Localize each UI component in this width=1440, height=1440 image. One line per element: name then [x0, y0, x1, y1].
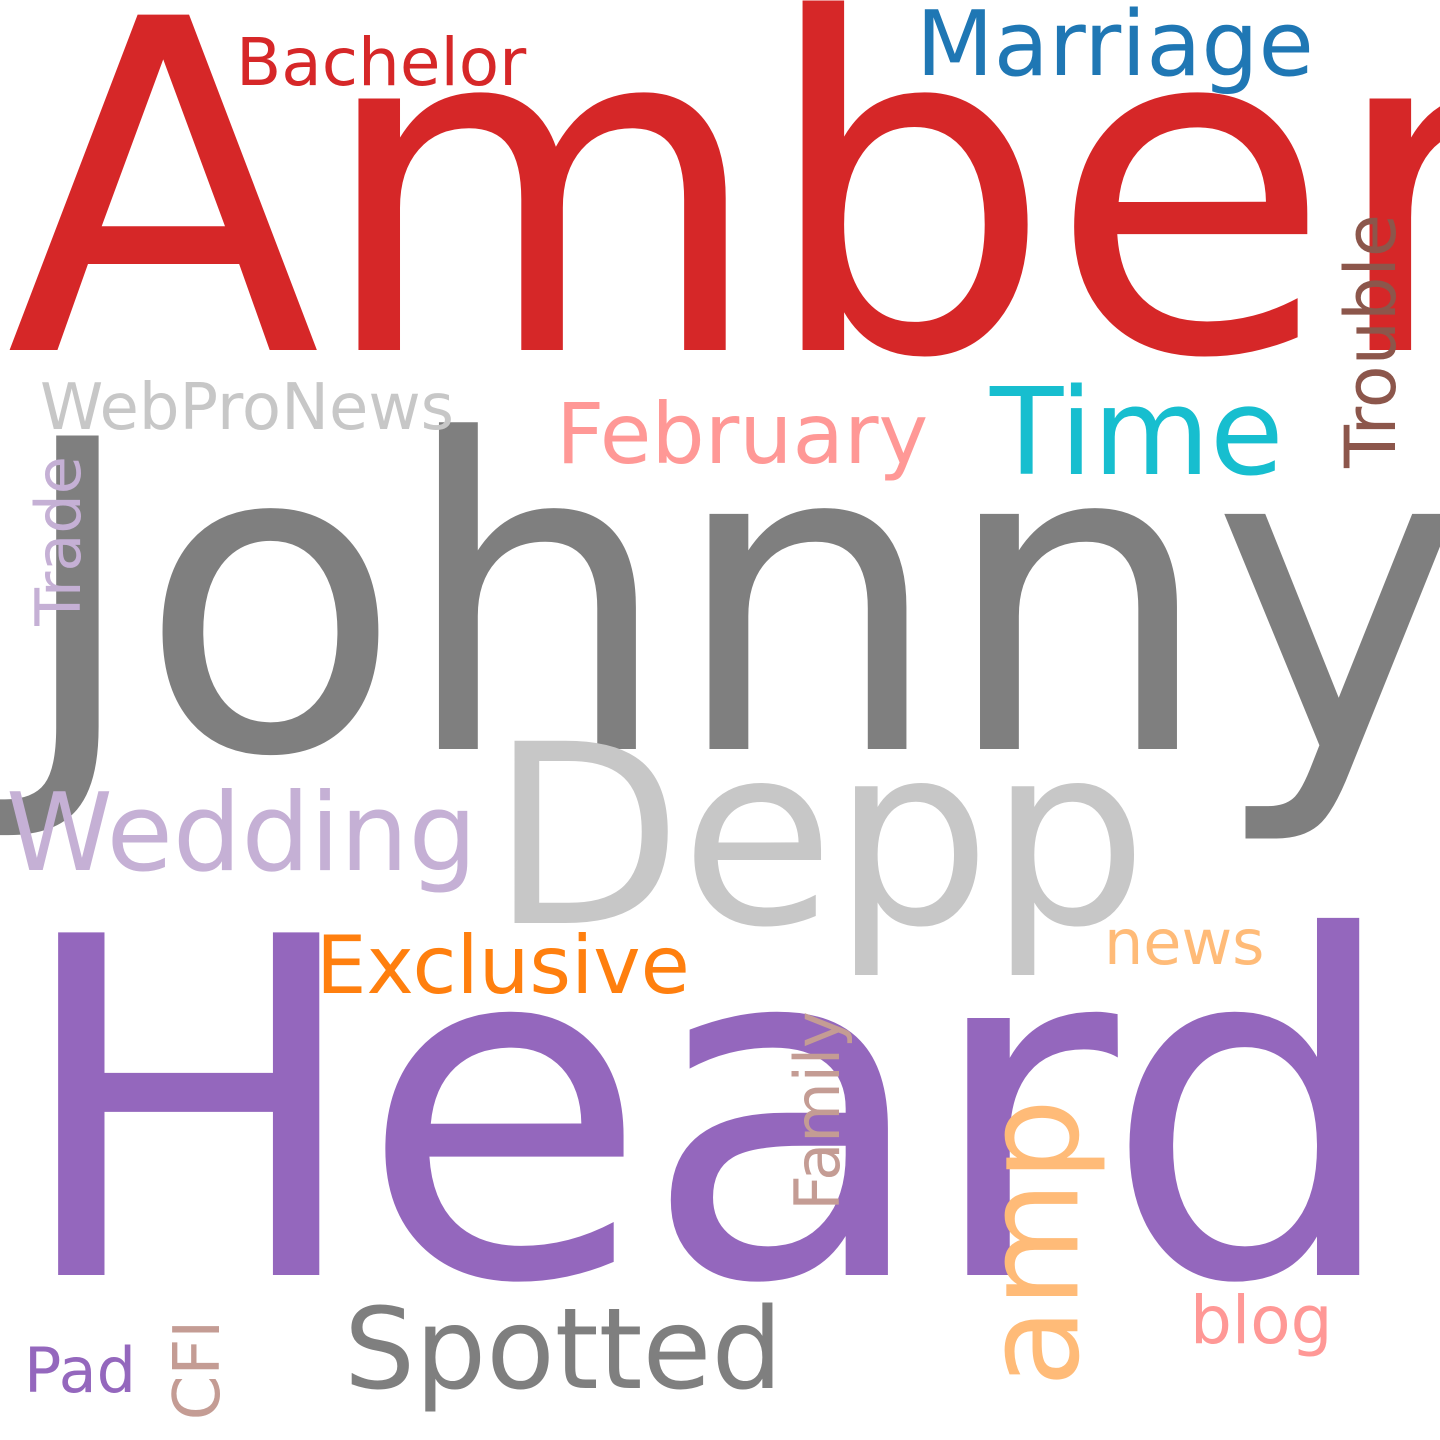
word-spotted: Spotted: [344, 1285, 783, 1415]
word-trade: Trade: [21, 456, 95, 626]
word-bachelor: Bachelor: [236, 24, 527, 101]
word-pad: Pad: [24, 1334, 136, 1407]
word-amp: amp: [956, 1098, 1109, 1388]
word-amber: Amber: [6, 0, 1440, 459]
word-heard: Heard: [12, 839, 1402, 1386]
word-wedding: Wedding: [6, 771, 478, 896]
word-exclusive: Exclusive: [316, 919, 690, 1012]
word-news: news: [1104, 906, 1265, 979]
word-johnny: Johnny: [14, 351, 1440, 851]
word-february: February: [556, 385, 929, 483]
word-time: Time: [990, 364, 1284, 503]
word-marriage: Marriage: [916, 0, 1314, 97]
word-family: Family: [780, 1011, 854, 1211]
word-cfi: CFI: [161, 1319, 236, 1421]
word-depp: Depp: [490, 691, 1148, 982]
word-webpronews: WebProNews: [40, 371, 454, 445]
word-trouble: Trouble: [1329, 214, 1412, 468]
word-blog: blog: [1190, 1282, 1333, 1359]
